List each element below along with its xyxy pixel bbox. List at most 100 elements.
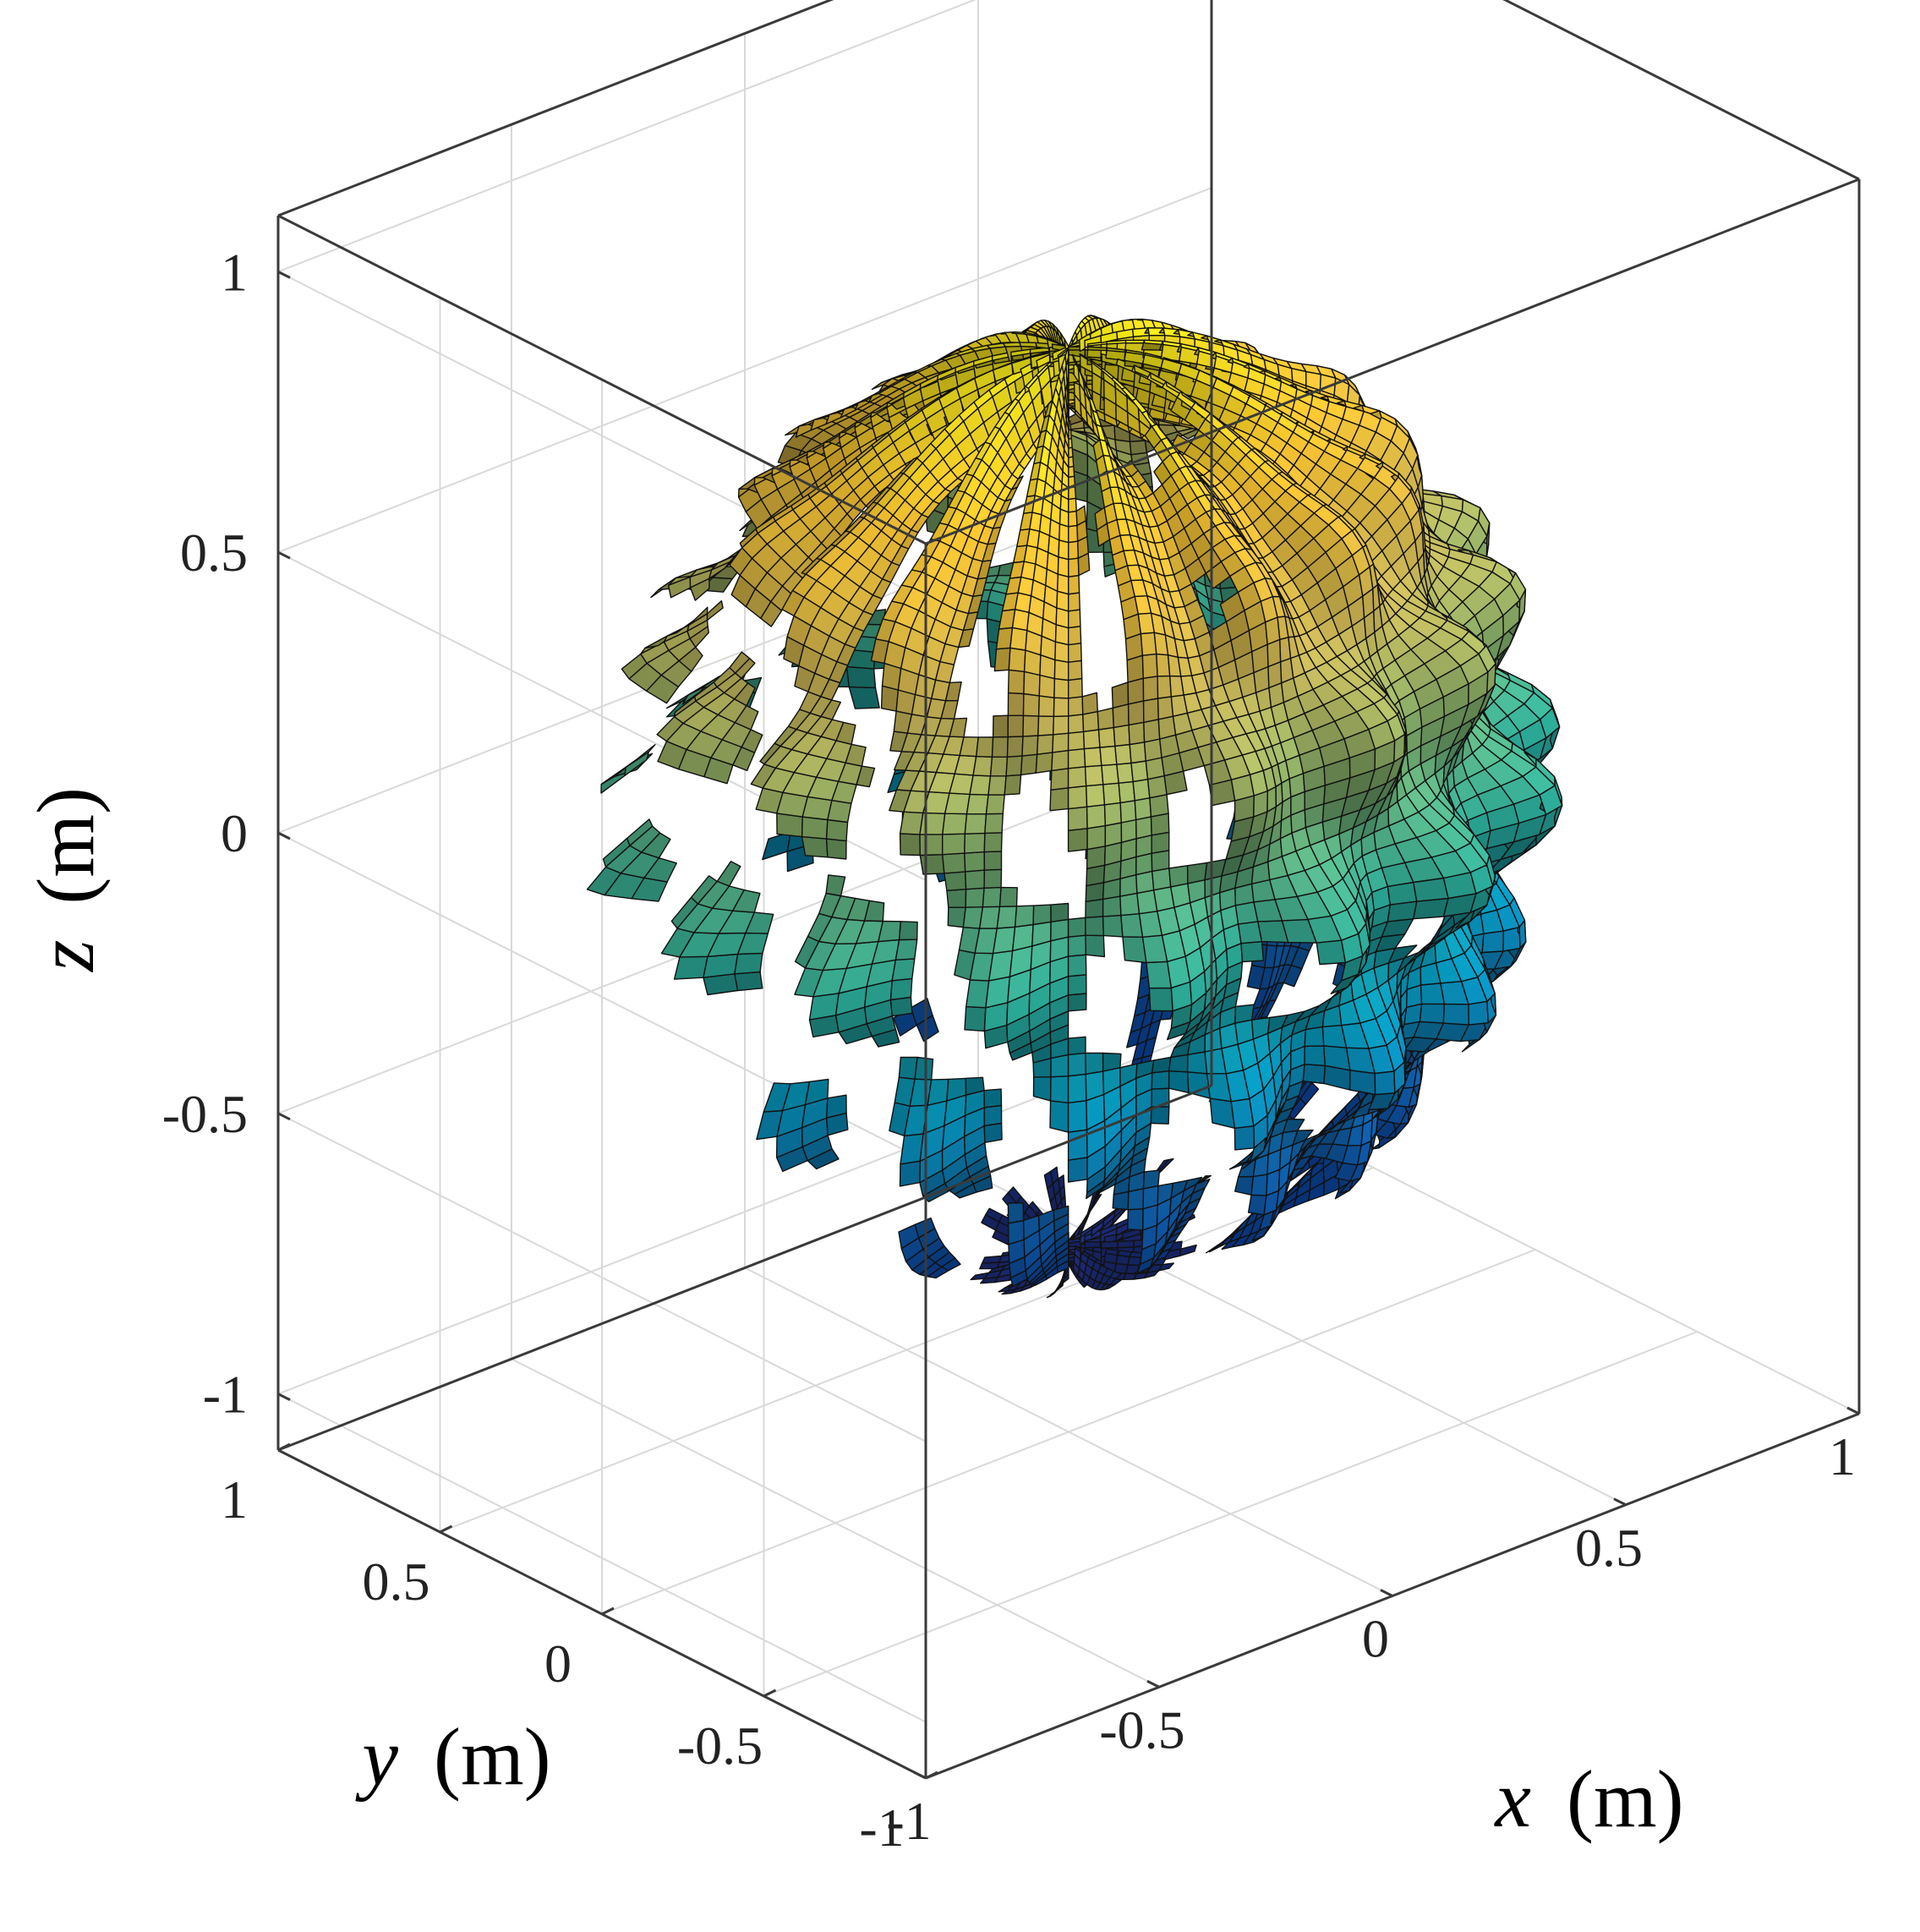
surface-face — [964, 851, 986, 873]
surface-face — [1052, 732, 1069, 753]
surface-face — [983, 832, 1003, 853]
surface-face — [827, 799, 852, 824]
surface-face — [1067, 806, 1088, 831]
surface-face — [1135, 816, 1152, 840]
surface-face — [1005, 755, 1023, 777]
surface-face — [983, 1104, 1003, 1127]
surface-face — [845, 665, 877, 689]
surface-face — [1142, 1169, 1161, 1190]
surface-face — [1142, 676, 1159, 702]
surface-face — [1179, 1244, 1197, 1257]
surface-face — [1067, 714, 1085, 734]
surface-face — [735, 658, 756, 679]
surface-face — [1067, 1157, 1088, 1183]
surface-face — [1168, 1070, 1190, 1094]
surface-face — [898, 921, 918, 941]
surface-face — [1067, 993, 1087, 1012]
surface-face — [965, 793, 989, 815]
surface-face — [1007, 1219, 1025, 1245]
surface-face — [641, 832, 671, 859]
surface-face — [975, 736, 994, 758]
surface-face — [1142, 698, 1160, 723]
surface-face — [1067, 1099, 1088, 1133]
surface-face — [1113, 724, 1130, 747]
surface-face — [1032, 1075, 1052, 1102]
surface-face — [964, 832, 986, 854]
surface-face — [1068, 574, 1080, 595]
surface-face — [1067, 592, 1081, 612]
surface-face — [942, 813, 968, 835]
surface-face — [983, 1088, 1003, 1108]
surface-face — [1082, 729, 1101, 750]
surface-face — [1032, 904, 1052, 926]
surface-face — [964, 869, 986, 890]
surface-face — [1419, 1003, 1446, 1024]
surface-face — [1119, 800, 1137, 824]
surface-face — [1068, 524, 1079, 544]
surface-face — [1036, 734, 1054, 755]
surface-face — [1067, 660, 1083, 681]
surface-face — [1067, 828, 1088, 852]
surface-face — [1234, 1175, 1255, 1196]
surface-face — [944, 792, 971, 815]
surface-face — [1141, 653, 1158, 679]
surface-face — [716, 861, 741, 887]
surface-face — [1007, 669, 1026, 695]
surface-face — [689, 577, 710, 601]
surface-face — [745, 911, 774, 934]
surface-face — [1050, 902, 1069, 923]
surface-face — [1067, 917, 1086, 938]
surface-face — [1132, 779, 1151, 802]
surface-face — [991, 736, 1009, 758]
surface-face — [1234, 1004, 1255, 1024]
surface-face — [1129, 742, 1147, 764]
surface-face — [964, 1005, 987, 1032]
surface-face — [734, 704, 759, 731]
grid-line-wall-yz-h — [277, 1393, 927, 1723]
surface-face — [1247, 1194, 1267, 1216]
surface-face — [826, 1094, 847, 1119]
surface-face — [1143, 719, 1161, 743]
surface-face — [1058, 539, 1069, 561]
surface-face — [987, 950, 1014, 982]
surface-face — [891, 958, 916, 982]
surface-face — [1142, 1185, 1159, 1210]
surface-face — [1102, 782, 1121, 806]
surface-face — [1127, 700, 1145, 726]
surface-face — [1085, 784, 1106, 807]
surface-face — [1050, 768, 1069, 791]
surface-face — [985, 794, 1005, 815]
surface-face — [1068, 446, 1074, 459]
surface-face — [1006, 736, 1024, 758]
surface-face — [1316, 939, 1347, 966]
surface-face — [1011, 609, 1030, 632]
surface-face — [992, 926, 1016, 955]
surface-face — [1099, 745, 1118, 766]
surface-face — [919, 834, 944, 857]
surface-face — [673, 955, 708, 980]
surface-face — [1081, 692, 1099, 715]
surface-mesh — [586, 315, 1563, 1299]
surface-face — [1134, 797, 1152, 821]
surface-face — [1068, 510, 1078, 528]
surface-face — [1067, 766, 1087, 789]
surface-face — [1035, 752, 1053, 774]
surface-face — [1067, 609, 1081, 629]
surface-face — [1086, 346, 1108, 352]
surface-face — [982, 1255, 1003, 1264]
surface-face — [1068, 497, 1077, 513]
surface-face — [1068, 465, 1075, 479]
surface-face — [734, 952, 763, 975]
surface-face — [898, 1056, 918, 1080]
surface-face — [1157, 1262, 1175, 1272]
surface-face — [1148, 987, 1173, 1012]
surface-face — [625, 744, 656, 769]
surface-face — [1130, 760, 1149, 783]
surface-face — [1128, 721, 1146, 746]
surface-face — [1117, 1240, 1135, 1249]
surface-face — [1304, 1045, 1326, 1067]
surface-face — [992, 714, 1009, 738]
surface-face — [1085, 898, 1104, 919]
surface-face — [1100, 1240, 1119, 1249]
surface-face — [1348, 1070, 1376, 1096]
